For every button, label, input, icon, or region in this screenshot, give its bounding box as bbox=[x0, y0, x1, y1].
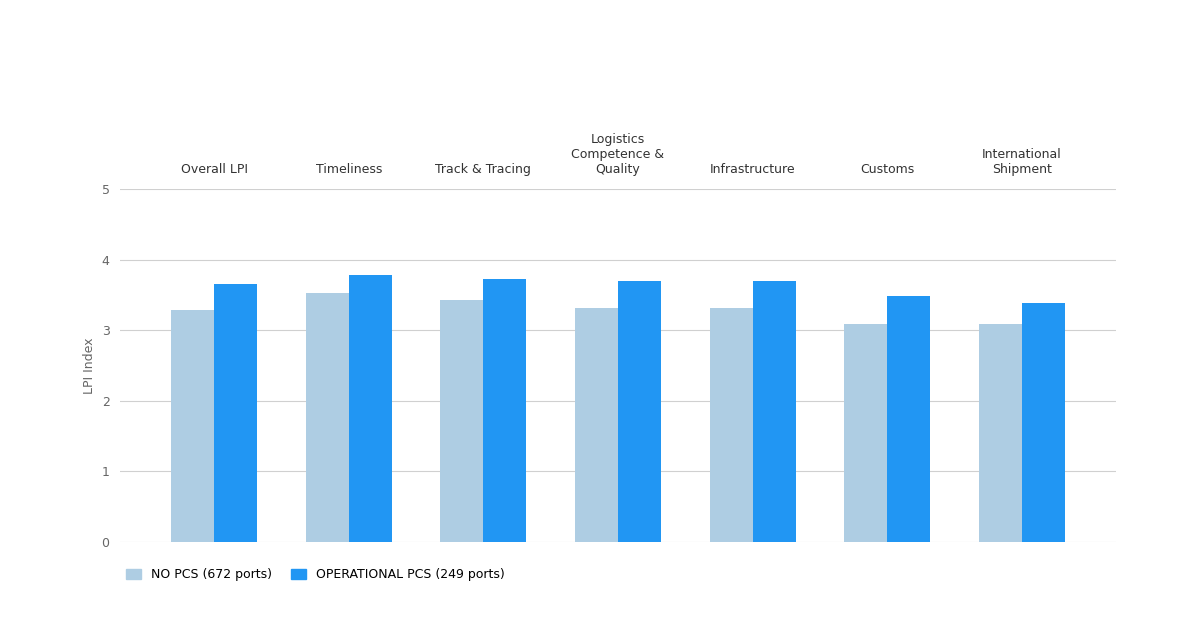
Bar bbox=[1021, 303, 1064, 542]
Y-axis label: LPI Index: LPI Index bbox=[83, 337, 96, 394]
Bar bbox=[349, 275, 392, 542]
Bar bbox=[306, 294, 349, 542]
Bar bbox=[172, 311, 215, 542]
Bar bbox=[618, 281, 661, 542]
Bar bbox=[440, 301, 484, 542]
Bar bbox=[215, 284, 257, 542]
Bar bbox=[979, 324, 1021, 542]
Bar bbox=[484, 278, 527, 542]
Legend: NO PCS (672 ports), OPERATIONAL PCS (249 ports): NO PCS (672 ports), OPERATIONAL PCS (249… bbox=[126, 568, 505, 581]
Bar bbox=[575, 307, 618, 542]
Bar bbox=[887, 296, 930, 542]
Bar bbox=[844, 324, 887, 542]
Bar bbox=[752, 281, 796, 542]
Bar bbox=[709, 307, 752, 542]
